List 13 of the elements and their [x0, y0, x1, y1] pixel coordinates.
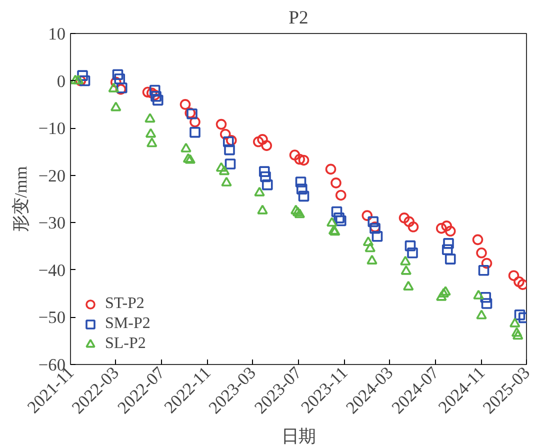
y-tick-label: 10 — [48, 24, 66, 44]
x-axis-title: 日期 — [282, 426, 316, 446]
chart-title: P2 — [288, 8, 308, 28]
y-tick-label: −10 — [38, 119, 66, 138]
y-tick-label: 0 — [56, 72, 66, 91]
y-tick-label: −20 — [38, 166, 66, 186]
y-tick-label: −30 — [38, 214, 66, 233]
legend-label: ST-P2 — [105, 295, 144, 313]
y-tick-label: −50 — [38, 308, 66, 328]
y-axis-title: 形变/mm — [11, 166, 30, 232]
legend-label: SM-P2 — [105, 315, 150, 333]
y-tick-label: −40 — [38, 260, 66, 280]
legend-label: SL-P2 — [105, 335, 146, 353]
